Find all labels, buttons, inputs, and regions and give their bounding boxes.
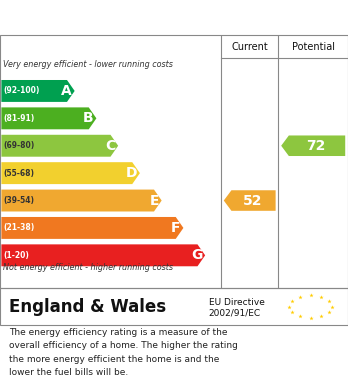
Polygon shape — [1, 80, 74, 102]
Text: A: A — [61, 84, 72, 98]
Polygon shape — [224, 190, 276, 211]
Text: B: B — [83, 111, 94, 126]
Text: (81-91): (81-91) — [3, 114, 35, 123]
Text: D: D — [126, 166, 137, 180]
Text: F: F — [171, 221, 181, 235]
Text: 72: 72 — [306, 139, 326, 153]
Polygon shape — [1, 244, 205, 266]
Text: Not energy efficient - higher running costs: Not energy efficient - higher running co… — [3, 263, 174, 272]
Polygon shape — [1, 135, 118, 157]
Text: C: C — [105, 139, 116, 153]
Text: England & Wales: England & Wales — [9, 298, 166, 316]
Polygon shape — [1, 190, 161, 212]
Text: Potential: Potential — [292, 41, 335, 52]
Text: 52: 52 — [243, 194, 262, 208]
Text: (69-80): (69-80) — [3, 141, 35, 150]
Text: Current: Current — [231, 41, 268, 52]
Text: (1-20): (1-20) — [3, 251, 29, 260]
Polygon shape — [1, 162, 140, 184]
Text: Very energy efficient - lower running costs: Very energy efficient - lower running co… — [3, 60, 173, 69]
Text: (39-54): (39-54) — [3, 196, 34, 205]
Text: (55-68): (55-68) — [3, 169, 34, 178]
Text: E: E — [149, 194, 159, 208]
Text: 2002/91/EC: 2002/91/EC — [209, 308, 261, 317]
Polygon shape — [1, 108, 96, 129]
Text: (92-100): (92-100) — [3, 86, 40, 95]
Text: EU Directive: EU Directive — [209, 298, 265, 307]
Text: G: G — [191, 248, 203, 262]
Text: The energy efficiency rating is a measure of the
overall efficiency of a home. T: The energy efficiency rating is a measur… — [9, 328, 238, 377]
Polygon shape — [1, 217, 183, 239]
Text: Energy Efficiency Rating: Energy Efficiency Rating — [9, 10, 230, 25]
Polygon shape — [281, 135, 345, 156]
Text: (21-38): (21-38) — [3, 223, 35, 232]
